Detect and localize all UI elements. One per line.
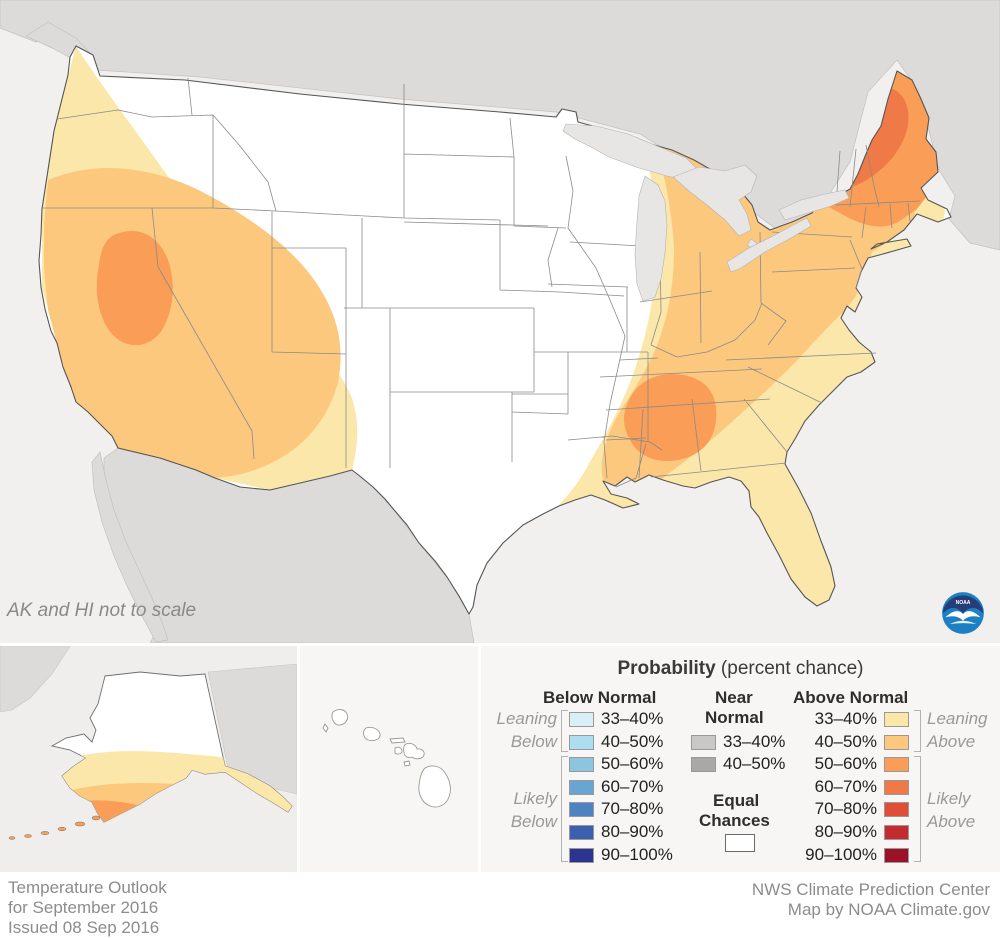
legend-row-below-40-50: 40–50% — [569, 731, 663, 753]
legend-row-near-40-50: 40–50% — [691, 753, 785, 775]
bracket-leaning-below — [561, 710, 568, 752]
footer-period: for September 2016 — [8, 898, 159, 917]
hawaii-islands — [322, 709, 451, 808]
swatch-below-33-40 — [569, 711, 594, 727]
footer-credit: Map by NOAA Climate.gov — [787, 900, 990, 919]
footer-issued: Issued 08 Sep 2016 — [8, 918, 160, 937]
swatch-above-40-50 — [884, 734, 909, 750]
swatch-below-40-50 — [569, 734, 594, 750]
legend-row-below-33-40: 33–40% — [569, 708, 663, 730]
legend-row-above-70-80: 70–80% — [801, 798, 909, 820]
footer-left: Temperature Outlook for September 2016 I… — [8, 878, 167, 938]
island-lanai — [394, 746, 403, 755]
conus-map-panel — [0, 0, 1000, 643]
label-likely-below-1: Likely — [513, 789, 557, 808]
legend-title-bold: Probability — [617, 658, 716, 679]
footer-right: NWS Climate Prediction Center Map by NOA… — [752, 880, 990, 920]
noaa-logo-text: NOAA — [956, 600, 971, 606]
swatch-above-50-60 — [884, 756, 909, 772]
label-likely-below-2: Below — [510, 812, 557, 831]
island-oahu — [363, 726, 381, 742]
label-likely-above-2: Above — [927, 812, 976, 831]
legend-row-below-60-70: 60–70% — [569, 776, 663, 798]
legend-header-below: Below Normal — [543, 688, 657, 707]
label-leaning-below-2: Below — [510, 732, 557, 751]
swatch-below-90-100 — [569, 847, 594, 863]
legend-row-above-60-70: 60–70% — [801, 776, 909, 798]
label-leaning-above-1: Leaning — [927, 709, 988, 728]
legend-header-near-1: Near — [715, 688, 753, 707]
legend-header-above: Above Normal — [793, 688, 909, 707]
swatch-above-70-80 — [884, 801, 909, 817]
legend-row-below-90-100: 90–100% — [569, 844, 673, 866]
legend-equal-chances-2: Chances — [699, 811, 770, 830]
swatch-below-50-60 — [569, 756, 594, 772]
lake-ontario — [778, 189, 850, 221]
noaa-logo-wave — [949, 620, 977, 624]
legend-title-suffix: (percent chance) — [715, 658, 864, 679]
footer-title: Temperature Outlook — [8, 878, 167, 897]
island-molokai — [389, 737, 406, 744]
legend-header-near-2: Normal — [705, 708, 764, 727]
lake-michigan — [634, 175, 668, 302]
swatch-below-60-70 — [569, 779, 594, 795]
legend-row-above-80-90: 80–90% — [801, 821, 909, 843]
bracket-likely-below — [561, 756, 568, 862]
legend-row-above-33-40: 33–40% — [801, 708, 909, 730]
baja-peninsula — [91, 451, 169, 643]
swatch-above-90-100 — [884, 847, 909, 863]
swatch-near-33-40 — [691, 734, 716, 750]
bracket-leaning-above — [914, 710, 921, 752]
island-hawaii — [418, 765, 451, 808]
legend-row-near-33-40: 33–40% — [691, 731, 785, 753]
swatch-below-70-80 — [569, 801, 594, 817]
island-kahoolawe — [403, 760, 411, 767]
legend-row-above-90-100: 90–100% — [801, 844, 909, 866]
aleutian-islands — [8, 815, 101, 840]
legend-panel: Probability (percent chance) Below Norma… — [481, 646, 1000, 872]
noaa-logo: NOAA — [942, 592, 984, 634]
legend-title: Probability (percent chance) — [481, 658, 1000, 680]
swatch-below-80-90 — [569, 824, 594, 840]
island-kauai — [331, 709, 349, 726]
noaa-logo-sky — [943, 595, 983, 613]
swatch-above-80-90 — [884, 824, 909, 840]
swatch-near-40-50 — [691, 756, 716, 772]
legend-row-below-80-90: 80–90% — [569, 821, 663, 843]
legend-row-below-70-80: 70–80% — [569, 798, 663, 820]
label-likely-above-1: Likely — [927, 789, 971, 808]
scale-note: AK and HI not to scale — [7, 600, 197, 621]
label-leaning-below-1: Leaning — [496, 709, 557, 728]
legend-row-below-50-60: 50–60% — [569, 753, 663, 775]
swatch-above-60-70 — [884, 779, 909, 795]
russia-landmass — [0, 646, 71, 713]
us-border — [38, 45, 952, 615]
hawaii-inset-panel — [300, 646, 478, 872]
legend-row-above-50-60: 50–60% — [801, 753, 909, 775]
conus-map — [0, 0, 1000, 643]
legend-equal-chances-1: Equal — [713, 791, 760, 810]
legend-row-above-40-50: 40–50% — [801, 731, 909, 753]
state-boundaries — [42, 77, 921, 488]
swatch-above-33-40 — [884, 711, 909, 727]
noaa-gull-icon — [945, 611, 981, 621]
lake-huron — [672, 164, 758, 237]
lake-erie — [726, 217, 812, 273]
swatch-equal-chances — [725, 834, 755, 852]
bracket-likely-above — [914, 756, 921, 862]
footer-source: NWS Climate Prediction Center — [751, 880, 990, 899]
canada-landmass-ak — [207, 663, 297, 795]
great-lakes — [562, 123, 850, 302]
alaska-map — [0, 646, 297, 840]
island-maui — [403, 742, 425, 760]
hawaii-map — [322, 709, 451, 808]
island-niihau — [322, 723, 329, 733]
alaska-inset-panel — [0, 646, 297, 872]
label-leaning-above-2: Above — [927, 732, 976, 751]
